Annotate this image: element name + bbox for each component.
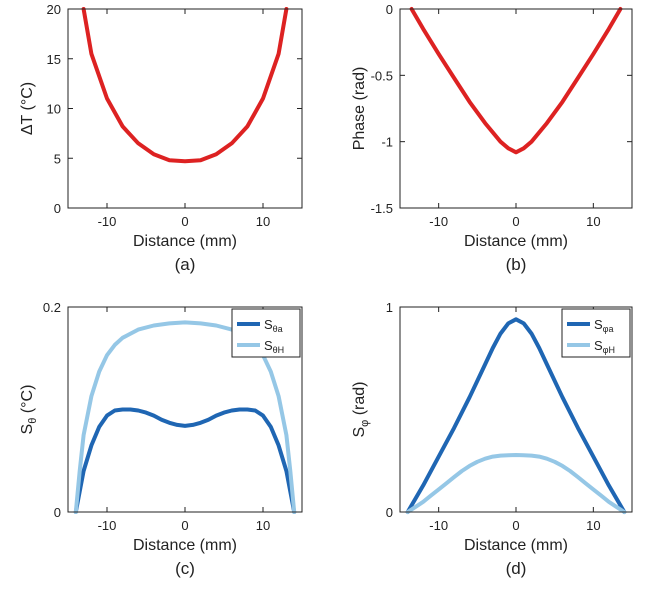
legend-label: SθH — [264, 338, 284, 355]
y-tick-label: 10 — [47, 102, 61, 117]
axes-frame — [67, 8, 303, 209]
legend-box — [231, 308, 301, 358]
y-tick-label: 0 — [386, 505, 393, 520]
y-tick-label: 20 — [47, 2, 61, 17]
x-axis-label: Distance (mm) — [133, 537, 237, 554]
y-axis-label-main: S — [19, 424, 36, 435]
y-tick-label: -0.5 — [371, 68, 393, 83]
y-axis-label-unit: (rad) — [351, 381, 368, 419]
y-tick-label: 15 — [47, 52, 61, 67]
x-axis-label: Distance (mm) — [464, 233, 568, 250]
y-tick-label: -1.5 — [371, 201, 393, 216]
legend-label-sub: θH — [273, 345, 285, 355]
x-tick-label: 0 — [181, 214, 188, 229]
y-tick-label: 0 — [54, 201, 61, 216]
y-axis-label-main: S — [351, 427, 368, 438]
x-tick-label: -10 — [429, 214, 448, 229]
panel-label: (d) — [506, 559, 527, 578]
y-axis-label-unit: (°C) — [19, 385, 36, 418]
series-line-2 — [73, 320, 297, 514]
y-axis-label-sub: θ — [27, 418, 39, 424]
legend-label: SφH — [594, 338, 615, 355]
y-tick-label: 5 — [54, 151, 61, 166]
x-tick-label: 10 — [586, 214, 600, 229]
legend-label-sub: φH — [603, 345, 615, 355]
legend-label-sub: φa — [603, 324, 614, 334]
chart-panel-a: -10 0 10 0 5 10 15 20 Distance (mm) (a) ΔT (°C) — [19, 2, 303, 274]
x-axis-label: Distance (mm) — [133, 233, 237, 250]
legend-label: Sθa — [264, 317, 283, 334]
x-tick-label: -10 — [98, 214, 117, 229]
y-tick-label: 1 — [386, 300, 393, 315]
x-tick-label: 0 — [181, 518, 188, 533]
chart-panel-b: -10 0 10 -1.5 -1 -0.5 0 Distance (mm) (b) Phase (… — [351, 2, 633, 274]
x-tick-label: 0 — [512, 518, 519, 533]
legend-label-main: S — [264, 317, 273, 332]
x-tick-label: -10 — [429, 518, 448, 533]
panel-label: (b) — [506, 255, 527, 274]
y-tick-label: 0.2 — [43, 300, 61, 315]
x-tick-label: -10 — [98, 518, 117, 533]
x-tick-label: 10 — [256, 518, 270, 533]
x-axis-label: Distance (mm) — [464, 537, 568, 554]
x-tick-label: 10 — [586, 518, 600, 533]
y-axis-label-sub: φ — [359, 420, 371, 427]
legend-label-main: S — [594, 338, 603, 353]
y-axis-label: Sθ (°C) — [19, 385, 39, 435]
series-line-1 — [409, 7, 623, 155]
y-tick-label: 0 — [54, 505, 61, 520]
series-line-1 — [405, 317, 627, 514]
x-tick-label: 10 — [256, 214, 270, 229]
y-axis-label: Phase (rad) — [351, 67, 368, 151]
axes-frame — [399, 8, 633, 209]
y-axis-label: Sφ (rad) — [351, 381, 371, 437]
legend-label-main: S — [594, 317, 603, 332]
y-tick-label: 0 — [386, 2, 393, 17]
series-line-1 — [73, 407, 297, 514]
panel-label: (a) — [175, 255, 196, 274]
legend-label-main: S — [264, 338, 273, 353]
y-tick-label: -1 — [381, 135, 393, 150]
x-tick-label: 0 — [512, 214, 519, 229]
legend-box — [561, 308, 631, 358]
series-line-1 — [81, 7, 289, 164]
legend-label: Sφa — [594, 317, 614, 334]
legend-label-sub: θa — [273, 324, 283, 334]
series-line-2 — [405, 453, 627, 514]
panel-label: (c) — [175, 559, 195, 578]
y-axis-label: ΔT (°C) — [19, 82, 36, 135]
